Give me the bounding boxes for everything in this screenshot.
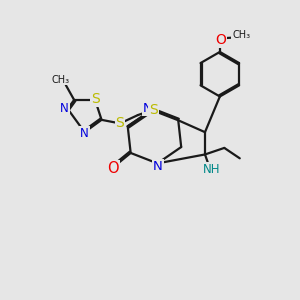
Text: N: N	[153, 160, 163, 173]
Text: S: S	[149, 103, 158, 117]
Text: CH₃: CH₃	[232, 30, 250, 40]
Text: S: S	[116, 116, 124, 130]
Text: S: S	[91, 92, 100, 106]
Text: O: O	[107, 161, 119, 176]
Text: CH₃: CH₃	[51, 75, 70, 85]
Text: NH: NH	[203, 163, 220, 176]
Text: O: O	[215, 33, 226, 47]
Text: N: N	[143, 102, 153, 115]
Text: N: N	[60, 102, 69, 115]
Text: N: N	[80, 127, 89, 140]
